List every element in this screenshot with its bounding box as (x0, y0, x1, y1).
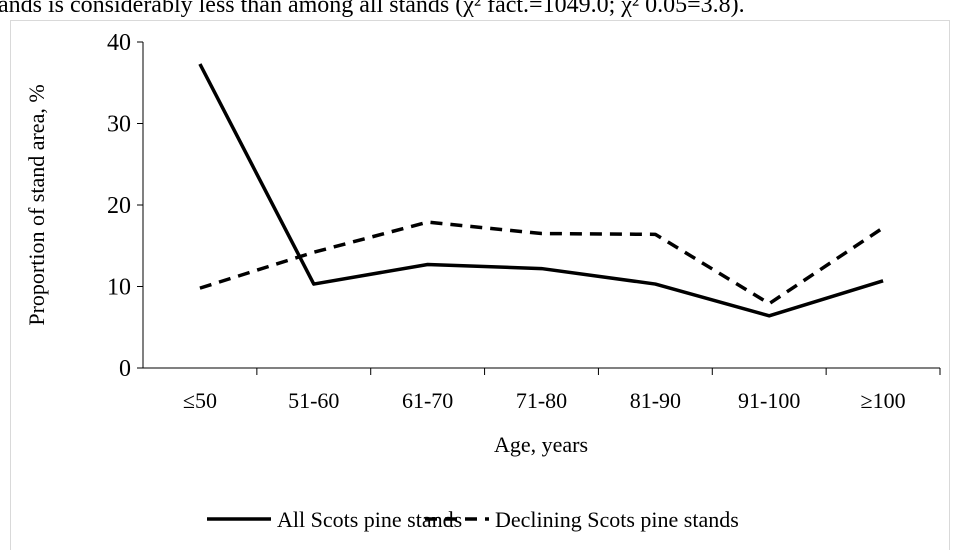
y-tick-label: 0 (119, 356, 131, 382)
x-tick-label: ≤50 (183, 388, 217, 413)
context-text: ands is considerably less than among all… (0, 0, 745, 18)
x-tick-label: 51-60 (288, 388, 339, 413)
y-tick-label: 10 (107, 275, 131, 301)
y-tick-label: 40 (107, 30, 131, 56)
y-tick-label: 30 (107, 112, 131, 138)
x-tick-label: 91-100 (738, 388, 800, 413)
x-tick-label: 81-90 (630, 388, 681, 413)
y-axis-title: Proportion of stand area, % (24, 84, 49, 325)
y-tick-label: 20 (107, 193, 131, 219)
x-tick-label: ≥100 (861, 388, 906, 413)
line-series (198, 63, 884, 318)
legend-label: Declining Scots pine stands (495, 507, 739, 532)
x-axis-title: Age, years (494, 432, 588, 457)
chart-frame (10, 20, 950, 550)
x-tick-label: 61-70 (402, 388, 453, 413)
x-tick-label: 71-80 (516, 388, 567, 413)
line-series (199, 220, 885, 306)
